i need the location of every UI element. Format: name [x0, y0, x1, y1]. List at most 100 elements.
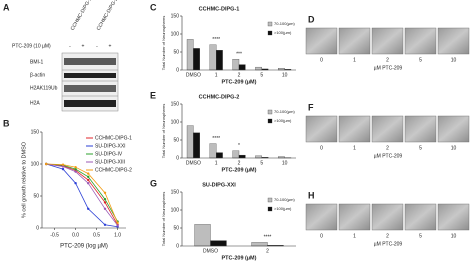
- blot-row: H2A: [30, 100, 40, 106]
- point: [74, 170, 77, 173]
- legend-label: >100(µm): [274, 30, 292, 35]
- bar: [210, 240, 227, 247]
- micrograph-caption: µM PTC-209: [374, 153, 403, 159]
- micrograph: [437, 203, 470, 231]
- point: [87, 182, 90, 185]
- x-tick-label: DMSO: [203, 248, 218, 254]
- bar: [193, 132, 200, 159]
- blot-row: H2AK119Ub: [30, 85, 58, 91]
- bar: [186, 125, 194, 159]
- panel-label: H: [308, 190, 315, 200]
- panel-label: B: [3, 118, 10, 128]
- y-tick-label: 100: [171, 119, 180, 125]
- point: [87, 207, 90, 210]
- x-tick-label: 1: [215, 72, 218, 78]
- bar: [232, 150, 240, 159]
- x-axis-label: PTC-209 (µM): [222, 255, 257, 261]
- panel-label: D: [308, 14, 315, 24]
- legend-swatch: [267, 206, 273, 212]
- micrograph-label: 1: [353, 233, 356, 239]
- micrograph: [338, 115, 371, 143]
- x-tick-label: 10: [282, 160, 288, 166]
- legend-label: 70-100(µm): [274, 197, 295, 202]
- micrograph-caption: µM PTC-209: [374, 65, 403, 71]
- x-tick-label: 10: [282, 72, 288, 78]
- y-axis-label: Total Number of Neurospheres: [161, 192, 166, 246]
- x-tick-label: 1: [215, 160, 218, 166]
- legend-swatch: [267, 30, 273, 36]
- x-tick-label: 5: [260, 160, 263, 166]
- micrograph: [338, 203, 371, 231]
- legend-label: >100(µm): [274, 206, 292, 211]
- bar: [209, 44, 217, 71]
- micrograph-label: 10: [451, 145, 457, 151]
- point: [74, 167, 77, 171]
- legend-swatch: [267, 21, 273, 27]
- point: [61, 165, 65, 168]
- chart-title: CCHMC-DIPG-2: [199, 94, 240, 100]
- micrograph: [371, 203, 404, 231]
- x-tick-label: 0.5: [93, 232, 100, 238]
- point: [103, 191, 107, 194]
- significance: ***: [236, 52, 242, 58]
- y-axis-label: Total Number of Neurospheres: [161, 16, 166, 70]
- panel-label: E: [150, 90, 156, 100]
- y-tick-label: 100: [171, 207, 180, 213]
- point: [103, 198, 107, 201]
- x-tick-label: 5: [260, 72, 263, 78]
- point: [103, 223, 107, 226]
- x-tick-label: DMSO: [186, 72, 201, 78]
- micrograph: [305, 27, 338, 55]
- micrograph-label: 0: [320, 57, 323, 63]
- chart-title: SU-DIPG-XXI: [202, 182, 236, 188]
- y-axis-label: Total Number of Neurospheres: [161, 104, 166, 158]
- micrograph: [338, 27, 371, 55]
- micrograph-label: 10: [451, 57, 457, 63]
- micrograph: [437, 115, 470, 143]
- micrograph-label: 1: [353, 57, 356, 63]
- y-axis-label: % cell growth relative to DMSO: [21, 141, 27, 218]
- micrograph-label: 2: [386, 145, 389, 151]
- x-tick-label: 1.0: [114, 232, 121, 238]
- legend-label: 70-100(µm): [274, 21, 295, 26]
- micrograph: [305, 203, 338, 231]
- series-line: [46, 163, 118, 225]
- y-tick-label: 50: [173, 49, 179, 55]
- treatment: -: [96, 43, 98, 49]
- y-tick-label: 150: [31, 129, 40, 135]
- bar: [193, 48, 200, 71]
- micrograph: [371, 27, 404, 55]
- treatment: +: [109, 43, 112, 49]
- bar: [238, 64, 246, 71]
- point: [87, 175, 90, 178]
- legend-label: SU-DIPG-XIII: [95, 159, 125, 165]
- bar: [255, 66, 262, 71]
- treatment: +: [82, 43, 85, 49]
- micrograph-label: 1: [353, 145, 356, 151]
- significance: ****: [212, 37, 220, 43]
- treatment-label: PTC-209 (10 µM): [12, 43, 51, 49]
- micrograph-label: 5: [419, 233, 422, 239]
- legend-label: 70-100(µm): [274, 109, 295, 114]
- chart-title: CCHMC-DIPG-1: [199, 6, 240, 12]
- series-line: [46, 163, 118, 226]
- series-line: [46, 163, 118, 224]
- bar: [251, 242, 268, 247]
- micrograph: [404, 203, 437, 231]
- bar: [238, 154, 246, 159]
- bar: [194, 224, 211, 247]
- significance: ****: [264, 235, 272, 241]
- micrograph-label: 0: [320, 145, 323, 151]
- western-blot: CCHMC-DIPG-1 CCHMC-DIPG-2 PTC-209 (10 µM…: [12, 0, 119, 112]
- x-tick-label: 0.0: [72, 232, 79, 238]
- micrograph: [404, 115, 437, 143]
- x-tick-label: 2: [238, 160, 241, 166]
- micrograph: [437, 27, 470, 55]
- micrograph-label: 5: [419, 145, 422, 151]
- treatment: -: [69, 43, 71, 49]
- bar: [216, 50, 223, 71]
- point: [103, 201, 107, 204]
- legend-label: SU-DIPG-XXI: [95, 143, 126, 149]
- point: [74, 166, 77, 169]
- panel-label: F: [308, 102, 314, 112]
